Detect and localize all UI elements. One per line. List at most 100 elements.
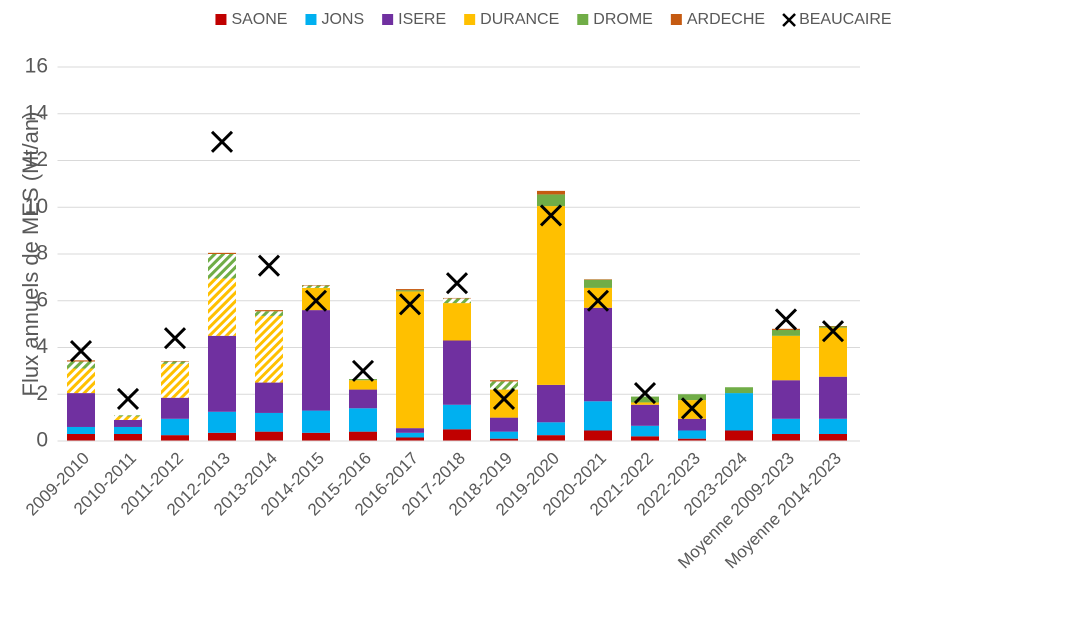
bar-segment (396, 289, 424, 291)
bar-segment (490, 438, 518, 441)
legend-symbol (382, 14, 394, 25)
bar-segment (255, 431, 283, 441)
bar-segment (208, 432, 236, 441)
bar-segment (631, 436, 659, 441)
bar-segment (208, 335, 236, 412)
bar-segment (819, 418, 847, 434)
bar-segment (443, 340, 471, 405)
legend-symbol (782, 13, 796, 27)
bar-segment (537, 206, 565, 385)
marker (116, 387, 140, 410)
bar-segment (255, 382, 283, 413)
bar-segment (584, 430, 612, 441)
bar-segment (114, 433, 142, 441)
bar-segment (67, 433, 95, 441)
bar-segment (396, 428, 424, 433)
bar-segment (443, 298, 471, 304)
legend-symbol (305, 14, 317, 25)
bar-segment (443, 429, 471, 441)
bar-segment (537, 435, 565, 441)
bar-segment (114, 415, 142, 417)
legend-label: ISERE (398, 11, 446, 28)
marker (774, 308, 798, 331)
bar-segment (302, 310, 330, 411)
bar-segment (819, 326, 847, 328)
marker (210, 130, 234, 153)
bar-segment (490, 389, 518, 418)
bar-segment (255, 310, 283, 312)
bar-segment (208, 411, 236, 433)
bar-segment (67, 426, 95, 434)
bar-segment (302, 432, 330, 441)
bar-segment (725, 387, 753, 394)
bar-segment (443, 404, 471, 430)
marker (304, 289, 328, 312)
bar-segment (255, 315, 283, 383)
y-tick-label: 4 (36, 335, 48, 358)
bar-segment (819, 433, 847, 441)
bar-segment (349, 408, 377, 432)
bar-segment (772, 380, 800, 419)
bar-segment (819, 327, 847, 377)
legend-symbol (464, 14, 476, 25)
marker (539, 204, 563, 227)
legend-label: DROME (593, 11, 653, 28)
bar-segment (678, 430, 706, 439)
bar-segment (725, 430, 753, 441)
legend-label: SAONE (231, 11, 287, 28)
bar-segment (631, 396, 659, 403)
bar-segment (772, 418, 800, 434)
bar-segment (631, 402, 659, 405)
marker (633, 382, 657, 405)
bar-segment (584, 401, 612, 431)
bar-segment (161, 361, 189, 364)
y-axis-label: Flux annuels de MES (Mt/an) (18, 112, 43, 397)
bar-segment (161, 363, 189, 398)
bar-segment (537, 190, 565, 195)
y-tick-label: 12 (25, 148, 48, 171)
y-tick-label: 10 (25, 195, 48, 218)
bar-segment (161, 397, 189, 419)
marker (163, 327, 187, 350)
bar-segment (537, 422, 565, 436)
bar-segment (161, 435, 189, 441)
bar-segment (678, 438, 706, 441)
bar-segment (349, 389, 377, 409)
bar-segment (725, 393, 753, 431)
bar-segment (67, 361, 95, 369)
legend-label: JONS (321, 11, 364, 28)
legend-symbol (577, 14, 589, 25)
marker (680, 397, 704, 420)
marker (398, 293, 422, 316)
bar-segment (490, 431, 518, 439)
bar-segment (631, 425, 659, 437)
bar-segment (772, 328, 800, 330)
marker (586, 289, 610, 312)
bar-segment (161, 418, 189, 436)
bar-segment (208, 254, 236, 279)
legend-symbol (670, 14, 682, 25)
bar-segment (396, 437, 424, 441)
bar-segment (490, 381, 518, 390)
legend-label: DURANCE (480, 11, 559, 28)
y-tick-label: 16 (25, 55, 48, 78)
bar-segment (208, 252, 236, 254)
marker (257, 254, 281, 277)
bar-segment (114, 426, 142, 434)
bar-segment (208, 278, 236, 336)
bar-segment (819, 376, 847, 419)
bar-segment (584, 307, 612, 402)
y-tick-label: 2 (36, 382, 48, 405)
bar-segment (631, 404, 659, 426)
bar-segment (255, 311, 283, 316)
bar-segment (349, 379, 377, 381)
bar-segment (772, 433, 800, 441)
bar-segment (349, 431, 377, 441)
y-tick-label: 0 (36, 429, 48, 452)
y-tick-label: 8 (36, 242, 48, 265)
bar-segment (443, 303, 471, 341)
legend-label: ARDECHE (687, 11, 765, 28)
bar-segment (772, 335, 800, 381)
bar-segment (490, 380, 518, 382)
